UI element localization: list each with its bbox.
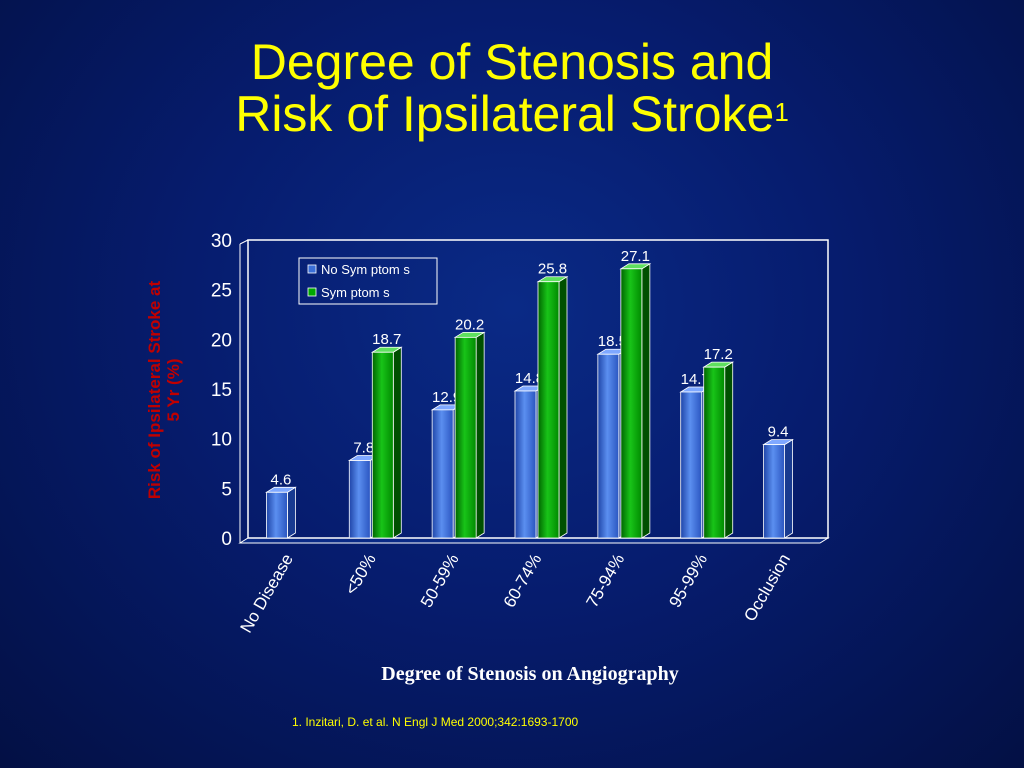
slide-title: Degree of Stenosis and Risk of Ipsilater… [0, 36, 1024, 140]
x-tick-label: 60-74% [500, 551, 546, 611]
bar-symptoms [537, 281, 560, 539]
y-tick-label: 10 [211, 430, 232, 451]
bar-no-symptoms [348, 460, 371, 539]
bar-side [641, 263, 651, 539]
bar-no-symptoms [680, 391, 703, 539]
data-label: 20.2 [455, 316, 484, 333]
bar-side [287, 486, 296, 539]
bar-no-symptoms [597, 353, 620, 539]
bar-no-symptoms [266, 491, 288, 539]
y-tick-label: 30 [211, 231, 232, 252]
legend-entry-label: Sym ptom s [321, 285, 390, 300]
legend-swatch-no-symptoms [307, 264, 317, 274]
data-label: 18.5 [598, 333, 627, 350]
title-superscript: 1 [774, 97, 789, 127]
x-tick-label: 50-59% [417, 551, 463, 611]
title-line-2: Risk of Ipsilateral Stroke1 [0, 88, 1024, 140]
legend-entry-label: No Sym ptom s [321, 262, 410, 277]
bar-side [392, 346, 402, 539]
bar-no-symptoms [431, 409, 454, 539]
legend-box [298, 257, 438, 305]
y-tick-label: 0 [221, 529, 232, 550]
x-tick-label: 75-94% [583, 551, 629, 611]
y-axis-label: Risk of Ipsilateral Stroke at5 Yr (%) [145, 281, 183, 500]
data-label: 4.6 [270, 471, 291, 488]
bar-symptoms [620, 268, 643, 539]
data-label: 7.8 [353, 440, 374, 457]
x-tick-label: No Disease [237, 551, 297, 637]
data-label: 9.4 [768, 424, 789, 441]
data-label: 27.1 [621, 248, 650, 265]
y-axis-top-edge [239, 239, 249, 245]
x-tick-label: <50% [341, 551, 379, 599]
bar-side [724, 361, 734, 539]
data-label: 25.8 [538, 261, 567, 278]
x-tick-label: 95-99% [665, 551, 711, 611]
bar-symptoms [454, 336, 477, 539]
title-line-2-text: Risk of Ipsilateral Stroke [235, 86, 775, 142]
y-tick-label: 20 [211, 330, 232, 351]
data-label: 17.2 [704, 346, 733, 363]
data-label: 18.7 [372, 331, 401, 348]
bar-symptoms [371, 351, 394, 539]
y-tick-label: 15 [211, 380, 232, 401]
title-line-1: Degree of Stenosis and [250, 34, 774, 90]
bar-side [784, 438, 793, 539]
y-tick-label: 25 [211, 281, 232, 302]
data-label: 14.7 [681, 371, 710, 388]
y-tick-label: 5 [221, 479, 232, 500]
bar-no-symptoms [514, 390, 537, 539]
bar-side [475, 331, 485, 539]
bar-side [558, 275, 568, 539]
footnote: 1. Inzitari, D. et al. N Engl J Med 2000… [292, 715, 579, 729]
bar-symptoms [703, 366, 726, 539]
chart-plot-group: 0 5 10 15 20 25 30 Risk of Ipsilateral Stroke a… [145, 231, 830, 685]
data-label: 14.8 [515, 370, 544, 387]
x-axis-label: Degree of Stenosis on Angiography [381, 663, 678, 685]
x-tick-label: Occlusion [740, 551, 794, 625]
data-label: 12.9 [432, 389, 461, 406]
legend-swatch-symptoms [307, 287, 317, 297]
bar-no-symptoms [763, 444, 785, 539]
